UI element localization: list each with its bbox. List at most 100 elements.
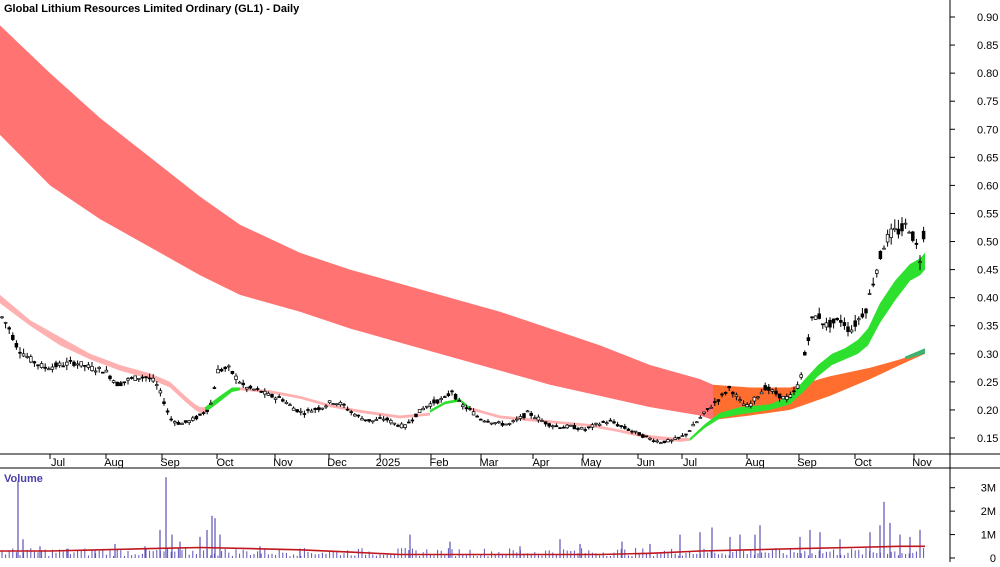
candle [590, 422, 595, 431]
candle-body [403, 424, 407, 428]
candle [392, 422, 397, 426]
candle [79, 361, 83, 368]
price-tick-label: 0.85 [977, 40, 998, 52]
candle-body [3, 321, 8, 324]
candle [803, 350, 807, 356]
candle-body [770, 389, 775, 392]
candle-body [86, 364, 91, 368]
candle [180, 422, 184, 425]
price-tick-label: 0.60 [977, 180, 998, 192]
candle [644, 435, 649, 438]
candle [504, 423, 508, 426]
candle [306, 407, 310, 414]
candle-body [878, 250, 883, 259]
candle-body [493, 422, 497, 424]
candle [331, 403, 335, 406]
candle-body [572, 425, 577, 430]
candle [565, 424, 569, 429]
candle-body [914, 242, 919, 245]
candle-body [288, 404, 292, 407]
candle [421, 406, 425, 411]
candle-body [353, 413, 357, 417]
candle-body [327, 400, 332, 404]
price-tick-label: 0.30 [977, 349, 998, 361]
candle [137, 378, 141, 382]
volume-tick-label: 3M [981, 483, 996, 495]
candle-body [669, 439, 674, 442]
candle-body [90, 366, 94, 371]
candle-body [309, 410, 314, 413]
candle [349, 409, 353, 416]
candle [828, 317, 832, 333]
candle-body [558, 427, 562, 429]
price-tick-label: 0.90 [977, 12, 998, 24]
candle [641, 433, 645, 439]
candle [767, 384, 771, 395]
candle [569, 424, 573, 427]
candle [324, 404, 328, 409]
candle [173, 420, 177, 427]
candle-body [209, 402, 213, 405]
candle-body [641, 434, 645, 438]
candle-body [684, 433, 688, 436]
candle [677, 436, 681, 440]
candle-body [565, 424, 569, 429]
candle [666, 438, 670, 443]
candle-body [561, 426, 566, 429]
candle [727, 385, 731, 391]
candle [345, 406, 350, 412]
candle-body [471, 411, 476, 416]
candle [443, 395, 447, 398]
candle [425, 405, 429, 410]
candle [601, 420, 605, 423]
candle [507, 422, 512, 426]
candle-body [36, 364, 40, 367]
candle-body [7, 327, 11, 330]
candle [245, 386, 249, 393]
candle-body [849, 329, 854, 333]
candle [651, 438, 656, 443]
price-tick-label: 0.55 [977, 208, 998, 220]
candle [378, 414, 382, 419]
candle [428, 401, 433, 409]
volume-title: Volume [4, 473, 43, 485]
ma-band-4 [470, 407, 690, 442]
candle [317, 405, 321, 413]
candle-body [180, 422, 184, 425]
candle [669, 439, 674, 444]
candle [597, 422, 602, 427]
candle-body [533, 417, 537, 420]
candle [637, 432, 641, 436]
candle-body [371, 420, 375, 423]
candle [482, 420, 487, 423]
candle-body [921, 230, 926, 240]
candle-body [821, 323, 825, 326]
candle [626, 427, 631, 431]
candle-body [799, 374, 803, 378]
candle [486, 419, 490, 423]
price-tick-label: 0.50 [977, 237, 998, 249]
candle [302, 410, 307, 418]
candle [309, 408, 314, 413]
candle [14, 340, 19, 350]
candle-body [468, 408, 472, 410]
candle [540, 418, 544, 422]
ma-band-3 [240, 387, 430, 419]
candle-body [828, 319, 832, 328]
candle [500, 420, 505, 427]
candle-body [331, 403, 335, 405]
candle [187, 420, 191, 425]
candle-body [619, 425, 623, 427]
candle [183, 420, 188, 424]
candle-body [713, 401, 717, 404]
x-tick-label: 2025 [376, 457, 400, 469]
candle [29, 354, 33, 364]
candle-body [522, 413, 526, 419]
candle [752, 396, 757, 405]
candle [7, 326, 11, 334]
candle-body [907, 231, 911, 234]
candle-body [731, 391, 735, 395]
candle [266, 391, 271, 396]
candle-body [115, 381, 119, 387]
candle-body [417, 409, 422, 413]
